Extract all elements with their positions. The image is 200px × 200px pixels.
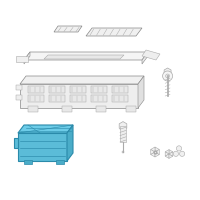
Polygon shape [49,86,65,93]
Polygon shape [70,86,86,93]
Polygon shape [18,125,73,133]
Polygon shape [20,84,138,108]
Polygon shape [56,160,64,164]
Polygon shape [165,150,169,154]
Circle shape [122,151,124,153]
Polygon shape [16,56,28,62]
Polygon shape [14,138,18,148]
Polygon shape [151,152,155,157]
Polygon shape [169,154,173,158]
Circle shape [180,151,185,156]
Polygon shape [18,133,67,161]
Polygon shape [112,86,128,93]
Polygon shape [142,52,148,64]
Polygon shape [165,152,169,156]
Polygon shape [169,152,173,156]
Polygon shape [24,160,32,164]
Polygon shape [67,125,73,161]
Polygon shape [142,50,160,60]
Polygon shape [24,52,30,64]
Polygon shape [91,86,107,93]
Polygon shape [44,55,124,59]
Polygon shape [119,122,127,130]
Polygon shape [155,152,159,157]
Polygon shape [28,106,38,112]
Polygon shape [164,68,171,76]
Polygon shape [16,85,22,90]
Polygon shape [155,150,159,154]
Polygon shape [96,106,106,112]
Polygon shape [86,28,142,36]
Circle shape [166,74,170,78]
Polygon shape [138,76,144,108]
Circle shape [163,71,173,81]
Polygon shape [70,95,86,102]
Polygon shape [151,150,155,154]
Polygon shape [91,95,107,102]
Polygon shape [20,76,144,84]
Polygon shape [62,106,72,112]
Polygon shape [54,26,82,32]
Polygon shape [151,147,155,152]
Polygon shape [112,95,128,102]
Circle shape [176,146,182,151]
Polygon shape [155,147,159,152]
Polygon shape [126,106,136,112]
Polygon shape [16,95,22,100]
Polygon shape [169,150,173,154]
Polygon shape [120,126,126,142]
Polygon shape [24,52,148,60]
Polygon shape [28,95,44,102]
Circle shape [173,151,178,156]
Polygon shape [28,86,44,93]
Polygon shape [49,95,65,102]
Polygon shape [165,154,169,158]
